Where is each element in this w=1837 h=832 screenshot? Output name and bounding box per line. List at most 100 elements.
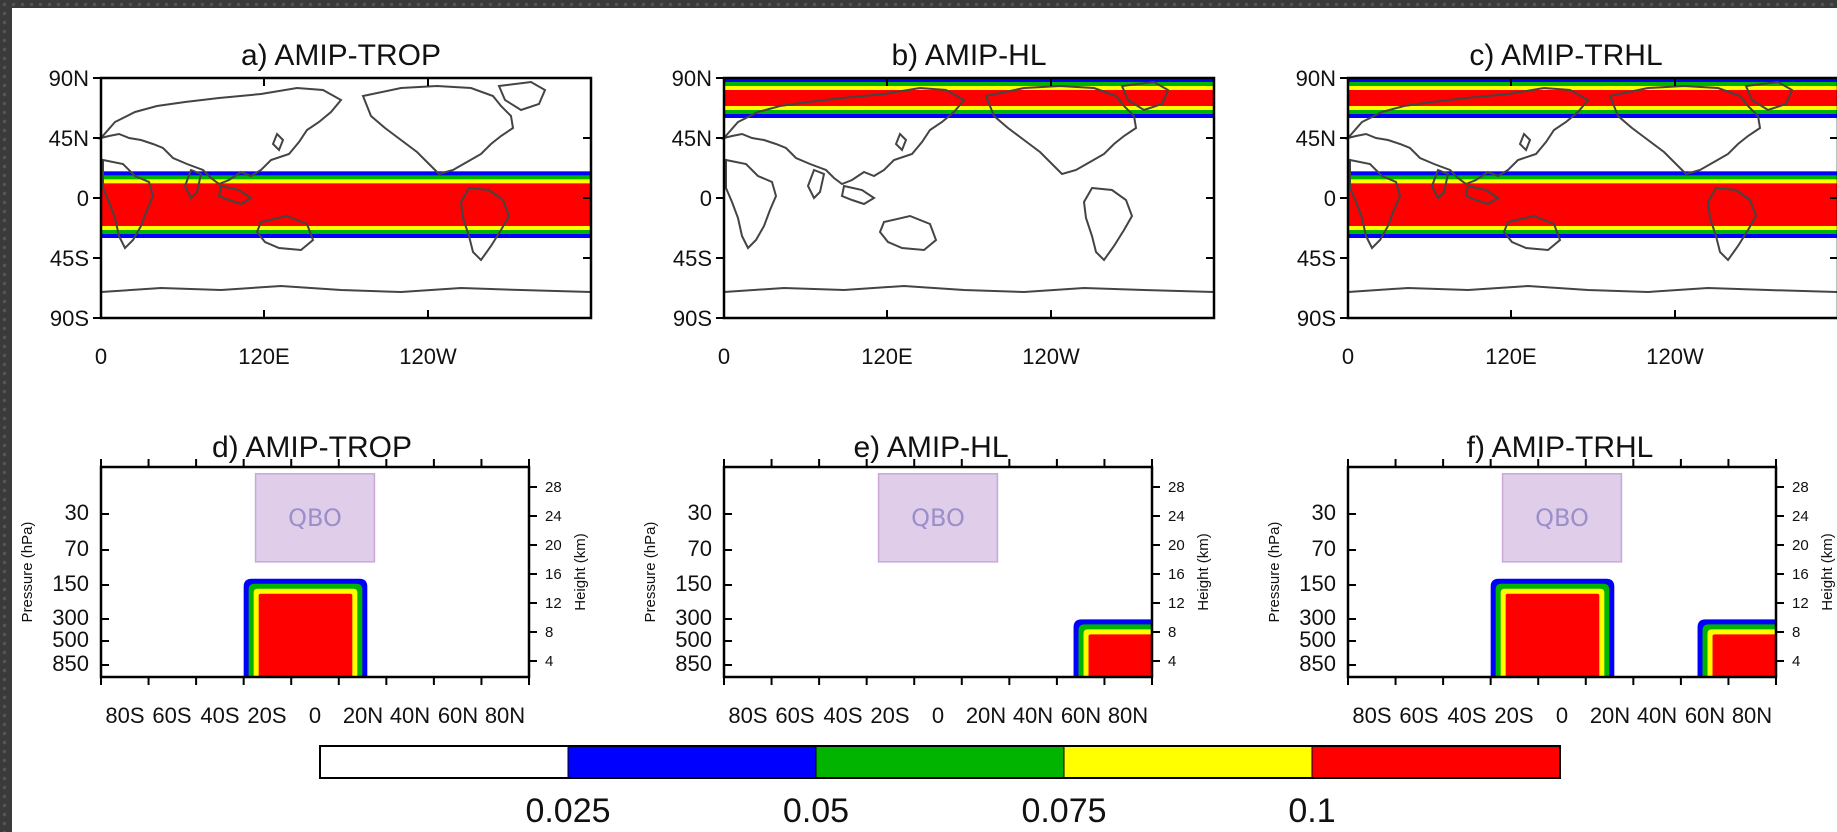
y-tick-label: 500 bbox=[675, 627, 712, 652]
band-core bbox=[1348, 183, 1837, 226]
colorbar-segment bbox=[1063, 745, 1313, 779]
x-tick-label: 80N bbox=[485, 703, 525, 728]
x-tick-label: 80S bbox=[1352, 703, 1391, 728]
x-tick-label: 20S bbox=[870, 703, 909, 728]
x-tick-label: 120W bbox=[1646, 344, 1704, 369]
qbo-label: QBO bbox=[911, 504, 965, 532]
coastline bbox=[723, 284, 1215, 294]
x-tick-label: 40S bbox=[1447, 703, 1486, 728]
figure-canvas: a) AMIP-TROP 90N 45N 0 45S 90S 0 120E 12… bbox=[19, 39, 1837, 830]
panel-title: f) AMIP-TRHL bbox=[1467, 431, 1654, 464]
coastline bbox=[255, 214, 315, 252]
coastline bbox=[183, 168, 203, 200]
right-tick-label: 28 bbox=[1168, 479, 1185, 496]
x-tick-label: 120W bbox=[399, 344, 457, 369]
y-tick-label: 70 bbox=[688, 536, 712, 561]
block-layer bbox=[1505, 593, 1600, 677]
x-tick-label: 0 bbox=[932, 703, 944, 728]
right-tick-label: 16 bbox=[1168, 566, 1185, 583]
coastline bbox=[894, 132, 908, 152]
x-tick-label: 80S bbox=[105, 703, 144, 728]
right-tick-label: 24 bbox=[1168, 508, 1185, 525]
y-tick-label: 90S bbox=[673, 306, 712, 331]
colorbar-segment bbox=[815, 745, 1065, 779]
colorbar: 0.025 0.05 0.075 0.1 bbox=[319, 745, 1561, 830]
y-tick-label: 850 bbox=[52, 651, 89, 676]
right-tick-label: 4 bbox=[1168, 653, 1176, 670]
x-tick-label: 0 bbox=[1556, 703, 1568, 728]
x-tick-label: 120E bbox=[238, 344, 289, 369]
block-layer bbox=[1088, 634, 1152, 677]
y-tick-label: 90N bbox=[672, 66, 712, 91]
qbo-box bbox=[1501, 473, 1623, 563]
right-tick-label: 8 bbox=[1168, 624, 1176, 641]
x-tick-label: 40N bbox=[1637, 703, 1677, 728]
coastline bbox=[1082, 186, 1134, 262]
right-tick-label: 16 bbox=[545, 566, 562, 583]
y-tick-label: 850 bbox=[675, 651, 712, 676]
colorbar-segment bbox=[1311, 745, 1561, 779]
panel-b: b) AMIP-HL 90N 45N 0 45S 90S 0 120E 120W bbox=[672, 39, 1216, 369]
coastline bbox=[497, 80, 547, 112]
panel-title: c) AMIP-TRHL bbox=[1469, 39, 1662, 72]
coastline bbox=[1120, 80, 1170, 112]
band-core bbox=[724, 90, 1214, 106]
y-tick-label: 70 bbox=[1312, 536, 1336, 561]
coastline bbox=[102, 158, 155, 250]
y-tick-label: 0 bbox=[700, 186, 712, 211]
y-tick-label: 30 bbox=[688, 500, 712, 525]
coastline bbox=[100, 284, 592, 294]
x-tick-label: 0 bbox=[718, 344, 730, 369]
y-tick-label: 150 bbox=[1299, 571, 1336, 596]
y-tick-label: 300 bbox=[1299, 605, 1336, 630]
qbo-label: QBO bbox=[1535, 504, 1589, 532]
coastline bbox=[721, 86, 966, 186]
panel-title: e) AMIP-HL bbox=[853, 431, 1008, 464]
panel-e: e) AMIP-HL QBO 30 70 150 300 500 850 Pre… bbox=[642, 431, 1212, 728]
right-axis-label: Height (km) bbox=[572, 533, 589, 611]
y-axis-label: Pressure (hPa) bbox=[642, 522, 659, 623]
x-tick-label: 40S bbox=[200, 703, 239, 728]
x-tick-label: 60N bbox=[438, 703, 478, 728]
coastline bbox=[1502, 214, 1562, 252]
x-tick-label: 20N bbox=[343, 703, 383, 728]
x-tick-label: 60S bbox=[775, 703, 814, 728]
x-tick-label: 20S bbox=[247, 703, 286, 728]
x-tick-label: 0 bbox=[309, 703, 321, 728]
panel-f: f) AMIP-TRHL QBO 30 70 150 300 500 850 P… bbox=[1266, 431, 1836, 728]
y-tick-label: 70 bbox=[65, 536, 89, 561]
x-tick-label: 0 bbox=[95, 344, 107, 369]
panel-a: a) AMIP-TROP 90N 45N 0 45S 90S 0 120E 12… bbox=[49, 39, 593, 369]
x-tick-label: 80N bbox=[1732, 703, 1772, 728]
right-tick-label: 20 bbox=[1168, 537, 1185, 554]
x-tick-label: 60N bbox=[1685, 703, 1725, 728]
y-tick-label: 45N bbox=[49, 126, 89, 151]
x-tick-label: 80N bbox=[1108, 703, 1148, 728]
x-tick-label: 0 bbox=[1342, 344, 1354, 369]
x-tick-label: 20N bbox=[966, 703, 1006, 728]
coastline bbox=[725, 158, 778, 250]
coastline bbox=[1518, 132, 1532, 152]
y-axis-label: Pressure (hPa) bbox=[1266, 522, 1283, 623]
coastline bbox=[459, 186, 511, 262]
band-core bbox=[101, 183, 591, 226]
y-axis-label: Pressure (hPa) bbox=[19, 522, 36, 623]
colorbar-segment bbox=[319, 745, 569, 779]
qbo-box bbox=[877, 473, 999, 563]
coastline bbox=[361, 84, 515, 176]
y-tick-label: 500 bbox=[52, 627, 89, 652]
coastline bbox=[1608, 84, 1762, 176]
panel-c: c) AMIP-TRHL 90N 45N 0 45S 90S 0 120E 12… bbox=[1296, 39, 1837, 369]
right-tick-label: 24 bbox=[545, 508, 562, 525]
right-axis-label: Height (km) bbox=[1195, 533, 1212, 611]
right-tick-label: 12 bbox=[1792, 595, 1809, 612]
right-tick-label: 12 bbox=[1168, 595, 1185, 612]
y-tick-label: 0 bbox=[77, 186, 89, 211]
coastline bbox=[1345, 86, 1590, 186]
coastline bbox=[271, 132, 285, 152]
colorbar-tick-label: 0.05 bbox=[783, 792, 849, 830]
x-tick-label: 120W bbox=[1022, 344, 1080, 369]
x-tick-label: 20N bbox=[1590, 703, 1630, 728]
coastline bbox=[806, 168, 826, 200]
coastline bbox=[878, 214, 938, 252]
